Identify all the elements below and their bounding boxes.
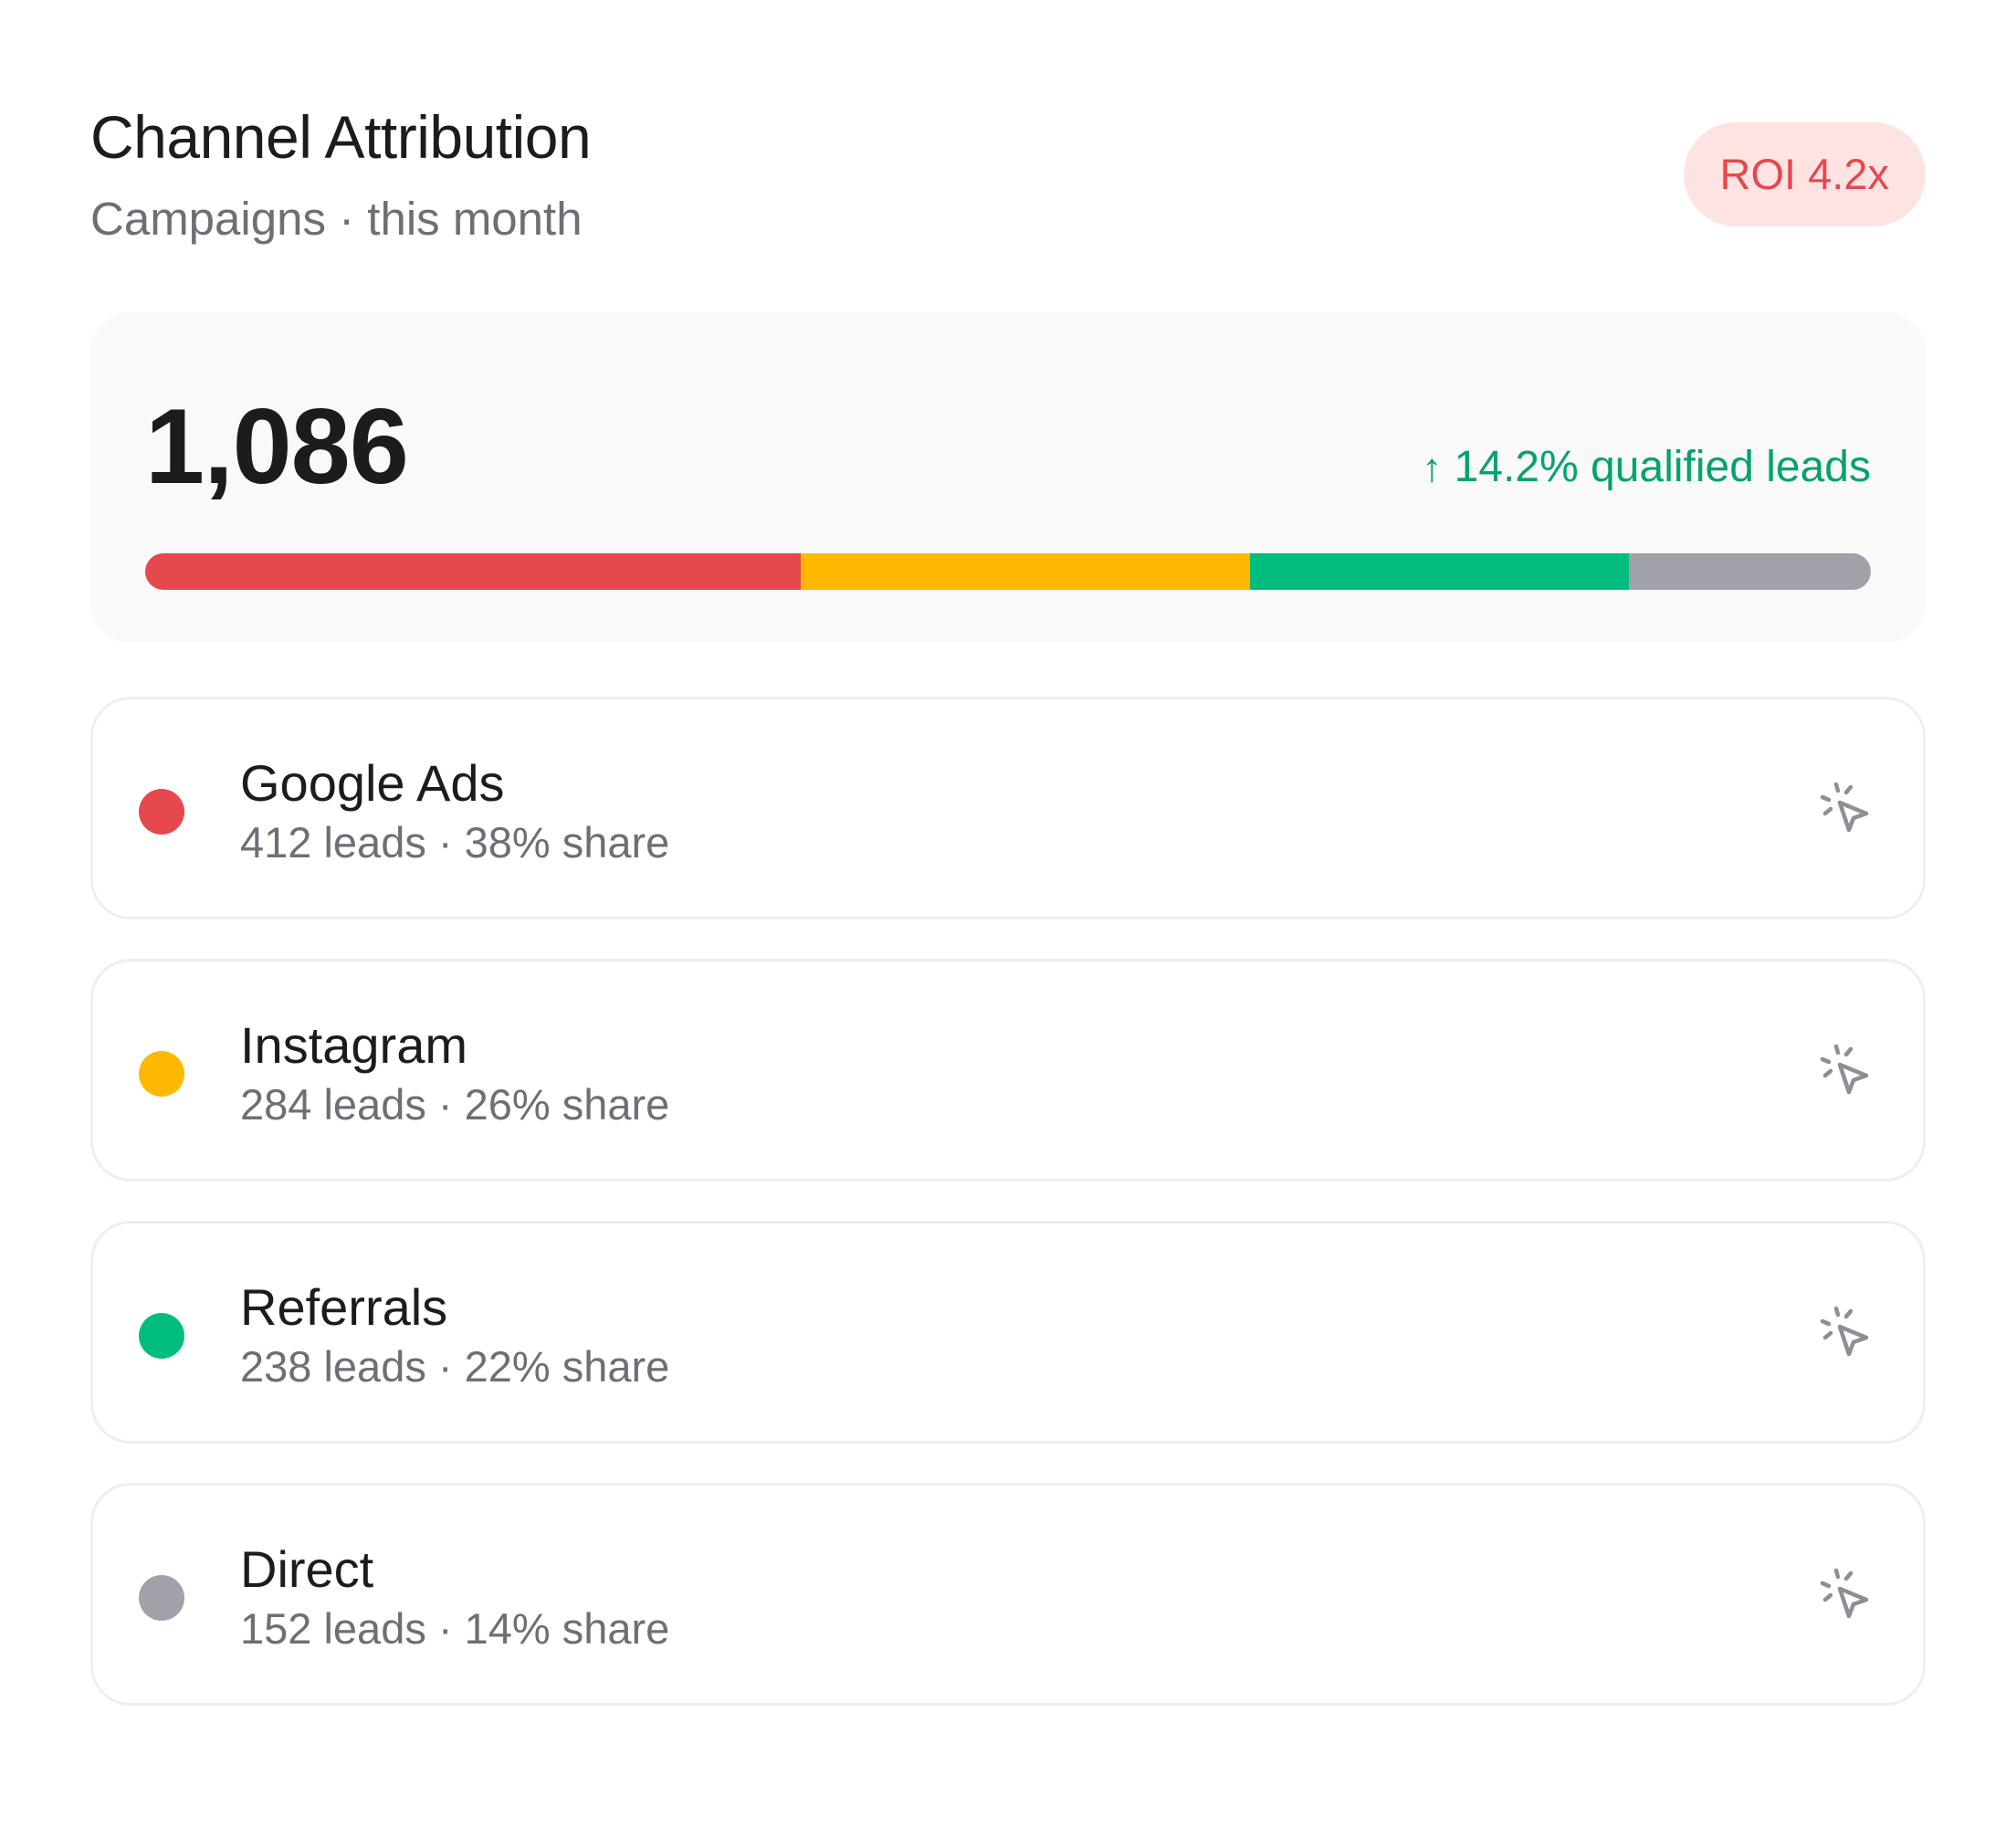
bar-segment-instagram (801, 553, 1250, 590)
channel-row-referrals[interactable]: Referrals 238 leads · 22% share (90, 1221, 1926, 1444)
channel-row-direct[interactable]: Direct 152 leads · 14% share (90, 1483, 1926, 1706)
channel-color-dot (139, 789, 184, 835)
channel-meta: 152 leads · 14% share (240, 1604, 670, 1653)
channel-meta: 284 leads · 26% share (240, 1080, 670, 1129)
summary-panel: 1,086 ↑ 14.2% qualified leads (90, 312, 1926, 643)
channel-row-instagram[interactable]: Instagram 284 leads · 26% share (90, 959, 1926, 1182)
card-header: Channel Attribution Campaigns · this mon… (90, 100, 1926, 256)
channel-name: Instagram (240, 1016, 467, 1074)
bar-segment-direct (1629, 553, 1871, 590)
channel-color-dot (139, 1575, 184, 1621)
channel-meta: 412 leads · 38% share (240, 818, 670, 866)
total-leads-value: 1,086 (145, 386, 409, 506)
roi-badge: ROI 4.2x (1683, 122, 1926, 226)
cursor-click-icon[interactable] (1813, 776, 1877, 840)
cursor-click-icon[interactable] (1813, 1562, 1877, 1626)
channel-color-dot (139, 1051, 184, 1097)
channel-list: Google Ads 412 leads · 38% share Instagr… (90, 697, 1926, 1745)
cursor-click-icon[interactable] (1813, 1038, 1877, 1102)
channel-name: Google Ads (240, 754, 505, 812)
bar-segment-google-ads (145, 553, 802, 590)
cursor-click-icon[interactable] (1813, 1300, 1877, 1364)
channel-row-google-ads[interactable]: Google Ads 412 leads · 38% share (90, 697, 1926, 919)
channel-name: Referrals (240, 1278, 448, 1336)
share-stacked-bar (145, 553, 1871, 590)
channel-color-dot (139, 1313, 184, 1359)
growth-text: 14.2% qualified leads (1454, 443, 1871, 491)
arrow-up-icon: ↑ (1422, 446, 1443, 490)
page-title: Channel Attribution (90, 103, 592, 171)
growth-indicator: ↑ 14.2% qualified leads (1422, 440, 1871, 496)
channel-name: Direct (240, 1540, 374, 1598)
channel-meta: 238 leads · 22% share (240, 1342, 670, 1391)
page-subtitle: Campaigns · this month (90, 193, 583, 245)
bar-segment-referrals (1249, 553, 1630, 590)
